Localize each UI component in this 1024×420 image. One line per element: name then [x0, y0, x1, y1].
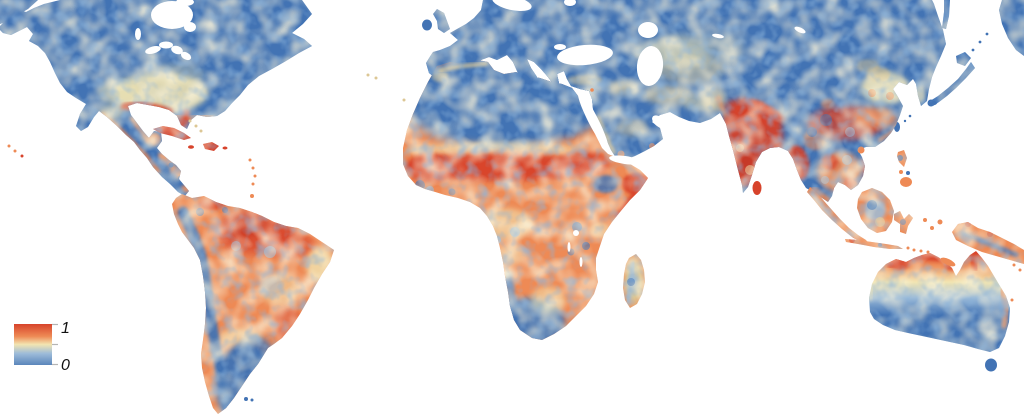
water-lake-michigan: [171, 45, 183, 55]
legend: 1 0: [14, 320, 70, 374]
island-halmahera: [937, 219, 943, 225]
water-lake-winnipeg: [135, 28, 141, 40]
island-kuril-3: [985, 32, 989, 36]
island-antilles-2: [251, 166, 255, 170]
island-puerto-rico: [222, 146, 228, 150]
island-hawaii-1: [7, 144, 11, 148]
region-ireland: [422, 19, 432, 31]
island-timor: [940, 257, 956, 267]
water-gulf-of-aden: [609, 155, 641, 165]
water-caspian-sea: [636, 46, 664, 86]
water-lake-erie-ontario: [180, 51, 192, 61]
legend-max-label: 1: [61, 320, 70, 337]
legend-min-label: 0: [61, 357, 70, 374]
island-visayas-1: [899, 170, 903, 174]
small-islands: [7, 32, 1022, 402]
island-kuril-1: [971, 48, 975, 52]
water-bodies: [135, 0, 912, 267]
region-sri-lanka: [752, 181, 762, 195]
island-solomons-2: [1018, 268, 1022, 272]
island-trinidad: [250, 194, 254, 198]
water-james-bay: [184, 22, 196, 32]
island-shikoku: [931, 101, 937, 105]
water-white-sea: [564, 0, 576, 6]
island-hawaii-3: [20, 154, 24, 158]
water-aral-sea: [638, 22, 658, 38]
water-lake-victoria: [573, 230, 579, 236]
water-black-sea: [557, 44, 613, 66]
island-antilles-4: [251, 182, 255, 186]
island-jamaica: [188, 145, 194, 149]
island-antilles-3: [253, 174, 257, 178]
island-solomons-1: [1012, 263, 1016, 267]
region-tasmania: [985, 358, 997, 372]
island-moluccas-2: [930, 226, 934, 230]
island-antilles-1: [248, 158, 252, 162]
island-azores-2: [374, 76, 378, 80]
island-lombok: [912, 248, 916, 252]
island-visayas-2: [906, 171, 910, 175]
island-falklands-2: [250, 398, 254, 402]
island-ryukyu-1: [908, 114, 912, 118]
island-cyprus: [590, 88, 594, 92]
island-bahamas-3: [199, 129, 203, 133]
island-bahamas-2: [194, 124, 198, 128]
water-lake-tanganyika: [567, 242, 571, 252]
region-mindanao: [900, 177, 912, 187]
water-lake-malawi: [579, 257, 583, 267]
island-moluccas-1: [923, 218, 927, 222]
water-foxe-basin: [176, 0, 194, 6]
island-falklands-1: [244, 397, 248, 401]
island-bahamas-1: [188, 119, 192, 123]
island-flores: [926, 250, 930, 254]
island-sumbawa: [919, 249, 923, 253]
island-bali: [906, 246, 910, 250]
island-new-caledonia: [1010, 298, 1014, 302]
water-red-sea: [577, 91, 609, 149]
island-canary: [402, 98, 406, 102]
water-lake-baikal: [794, 26, 806, 34]
water-hudson-bay: [151, 1, 193, 29]
water-lake-balkhash: [712, 33, 724, 39]
island-azores-1: [366, 73, 370, 77]
water-baltic-sea: [492, 0, 532, 12]
water-lake-huron: [159, 41, 173, 49]
island-kuril-2: [978, 40, 982, 44]
island-hawaii-2: [13, 149, 17, 153]
water-persian-gulf: [652, 115, 668, 129]
water-yellow-sea: [900, 89, 912, 105]
legend-colorbar: [14, 324, 52, 365]
island-ryukyu-2: [903, 119, 907, 123]
water-lake-superior: [145, 46, 161, 54]
water-sea-of-azov: [554, 44, 566, 50]
